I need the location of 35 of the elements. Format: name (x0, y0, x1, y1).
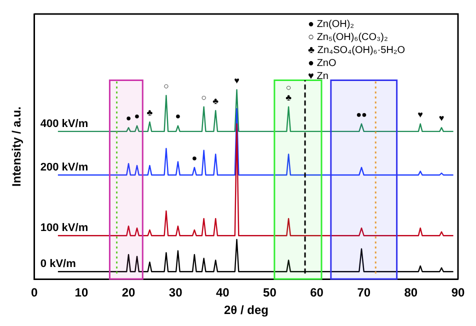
series-label: 200 kV/m (40, 162, 88, 174)
series-label: 400 kV/m (40, 118, 88, 130)
x-axis-title: 2θ / deg (224, 303, 268, 318)
x-tick-label: 60 (310, 286, 324, 300)
series-label: 0 kV/m (40, 258, 76, 270)
annotation: ♥ (418, 109, 424, 120)
annotation: ♣ (146, 107, 153, 118)
annotation: ○ (286, 82, 292, 92)
x-tick-label: 70 (357, 286, 371, 300)
text: ♣ Zn₄SO₄(OH)₆·5H₂O (308, 44, 406, 57)
x-tick-label: 20 (122, 286, 136, 300)
x-tick-label: 0 (31, 286, 38, 300)
x-tick-label: 50 (263, 286, 277, 300)
annotation: ♥ (234, 75, 240, 86)
annotation: ●● (356, 109, 367, 120)
text: ♥ Zn (308, 70, 330, 83)
text: ● ZnO (308, 57, 338, 70)
series-label: 100 kV/m (40, 222, 88, 234)
x-tick-label: 90 (451, 286, 465, 300)
annotation: ● (175, 111, 181, 122)
x-tick-label: 30 (168, 286, 183, 300)
text: ● Zn(OH)₂ (308, 18, 356, 31)
annotation: ● (126, 113, 132, 124)
annotation: ○ (201, 92, 207, 102)
text: ○ Zn₅(OH)₆(CO₃)₂ (308, 31, 389, 44)
annotation: ♣ (212, 96, 219, 106)
annotation: ♣ (286, 92, 292, 102)
annotation: ○ (163, 80, 169, 91)
annotation: ● (192, 152, 198, 163)
y-axis-title: Intensity / a.u. (10, 106, 24, 187)
x-tick-label: 10 (74, 286, 88, 300)
x-tick-label: 80 (404, 286, 418, 300)
annotation: ● (134, 111, 140, 122)
annotation: ♥ (438, 113, 444, 124)
x-tick-label: 40 (216, 286, 230, 300)
